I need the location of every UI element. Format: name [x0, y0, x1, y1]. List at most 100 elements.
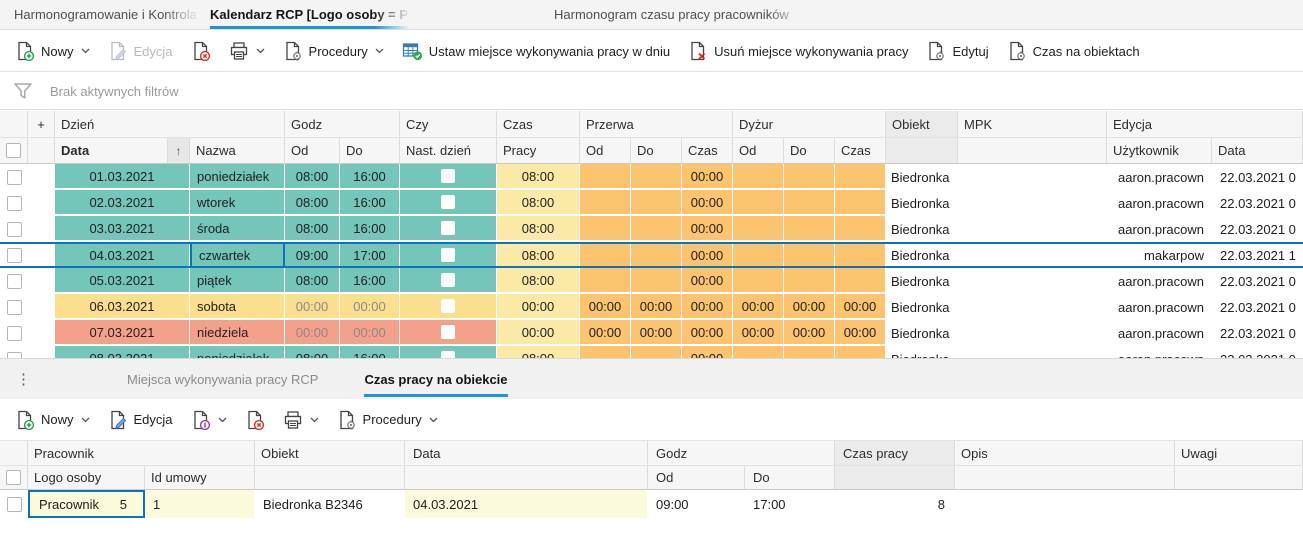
- cell-przerwa-do[interactable]: [631, 190, 682, 216]
- column-header-dyzur-do[interactable]: Do: [784, 138, 835, 163]
- cell-czas-pracy[interactable]: 8: [937, 496, 945, 512]
- cell-od[interactable]: 08:00: [285, 216, 340, 242]
- cell-dyzur-do[interactable]: [784, 244, 835, 266]
- sort-ascending-icon[interactable]: ↑: [167, 138, 189, 163]
- cell-obiekt[interactable]: Biedronka: [891, 221, 950, 237]
- panel-menu-icon[interactable]: ⋮: [16, 371, 31, 388]
- cell-przerwa-do[interactable]: [631, 268, 682, 294]
- cell-obiekt[interactable]: Biedronka B2346: [263, 496, 363, 512]
- column-header-obiekt[interactable]: Obiekt: [886, 111, 958, 137]
- cell-dyzur-czas[interactable]: [835, 164, 886, 190]
- column-header-nast-dzien[interactable]: Nast. dzień: [400, 138, 497, 163]
- cell-dyzur-od[interactable]: [733, 268, 784, 294]
- cell-edit-data[interactable]: 22.03.2021 0: [1220, 299, 1296, 315]
- cell-przerwa-czas[interactable]: 00:00: [682, 294, 733, 320]
- cell-do[interactable]: 00:00: [340, 320, 400, 346]
- cell-od[interactable]: 09:00: [285, 244, 340, 266]
- cell-dyzur-czas[interactable]: [835, 216, 886, 242]
- cell-dyzur-czas[interactable]: [835, 268, 886, 294]
- cell-czas-pracy[interactable]: 08:00: [497, 346, 580, 358]
- cell-nazwa[interactable]: poniedziałek: [190, 346, 285, 358]
- tab-kalendarz-rcp[interactable]: Kalendarz RCP [Logo osoby = Pracowni: [210, 0, 410, 29]
- cell-dyzur-czas[interactable]: [835, 190, 886, 216]
- new-button[interactable]: Nowy: [6, 399, 99, 440]
- row-checkbox[interactable]: [6, 273, 22, 289]
- column-header-logo-osoby[interactable]: Logo osoby: [28, 466, 145, 489]
- column-header-mpk[interactable]: MPK: [958, 111, 1107, 137]
- cell-dyzur-czas[interactable]: [835, 346, 886, 358]
- table-row[interactable]: 07.03.2021 niedziela 00:00 00:00 00:00 0…: [0, 320, 1303, 346]
- cell-nazwa[interactable]: środa: [190, 216, 285, 242]
- cell-obiekt[interactable]: Biedronka: [891, 299, 950, 315]
- cell-edit-data[interactable]: 22.03.2021 0: [1220, 195, 1296, 211]
- cell-opis[interactable]: [955, 490, 1175, 518]
- cell-uzytkownik[interactable]: aaron.pracown: [1118, 169, 1204, 185]
- cell-dyzur-od[interactable]: [733, 216, 784, 242]
- filter-funnel-icon[interactable]: [13, 82, 33, 100]
- cell-dyzur-od[interactable]: 00:00: [733, 320, 784, 346]
- cell-id-umowy[interactable]: 1: [145, 490, 255, 518]
- set-workplace-button[interactable]: Ustaw miejsce wykonywania pracy w dniu: [393, 31, 679, 71]
- cell-data[interactable]: 02.03.2021: [55, 190, 190, 216]
- cell-edit-data[interactable]: 22.03.2021 0: [1212, 346, 1303, 359]
- cell-dyzur-do[interactable]: [784, 216, 835, 242]
- cell-przerwa-czas[interactable]: 00:00: [682, 346, 733, 358]
- cell-edit-data[interactable]: 22.03.2021 0: [1220, 169, 1296, 185]
- cell-do[interactable]: 16:00: [340, 268, 400, 294]
- info-button[interactable]: [182, 399, 236, 440]
- next-day-checkbox[interactable]: [441, 325, 455, 339]
- cell-obiekt[interactable]: Biedronka: [891, 247, 950, 263]
- cell-do[interactable]: 17:00: [753, 496, 786, 512]
- cell-uzytkownik[interactable]: aaron.pracown: [1118, 325, 1204, 341]
- column-header-edycja[interactable]: Edycja: [1107, 111, 1303, 137]
- print-button[interactable]: [274, 399, 328, 440]
- cell-obiekt[interactable]: Biedronka: [891, 325, 950, 341]
- cell-przerwa-czas[interactable]: 00:00: [682, 320, 733, 346]
- cell-nazwa[interactable]: piątek: [190, 268, 285, 294]
- column-header-przerwa-czas[interactable]: Czas: [682, 138, 733, 163]
- table-row[interactable]: 06.03.2021 sobota 00:00 00:00 00:00 00:0…: [0, 294, 1303, 320]
- cell-data[interactable]: 08.03.2021: [55, 346, 190, 358]
- cell-uzytkownik[interactable]: aaron.pracown: [1118, 299, 1204, 315]
- cell-dyzur-do[interactable]: 00:00: [784, 294, 835, 320]
- next-day-checkbox[interactable]: [441, 221, 455, 235]
- cell-przerwa-do[interactable]: [631, 346, 682, 358]
- table-row[interactable]: 08.03.2021 poniedziałek 08:00 16:00 08:0…: [0, 346, 1303, 358]
- cell-od[interactable]: 00:00: [285, 320, 340, 346]
- cell-dyzur-od[interactable]: [733, 164, 784, 190]
- cell-data[interactable]: 07.03.2021: [55, 320, 190, 346]
- cell-obiekt[interactable]: Biedronka: [891, 169, 950, 185]
- cell-nazwa[interactable]: sobota: [190, 294, 285, 320]
- column-header-godz[interactable]: Godz: [285, 111, 400, 137]
- table-row[interactable]: 03.03.2021 środa 08:00 16:00 08:00 00:00…: [0, 216, 1303, 242]
- cell-do[interactable]: 16:00: [340, 346, 400, 358]
- cell-dyzur-od[interactable]: [733, 346, 784, 358]
- cell-nazwa[interactable]: niedziela: [190, 320, 285, 346]
- select-all-checkbox[interactable]: [6, 143, 21, 158]
- cell-przerwa-od[interactable]: [580, 244, 631, 266]
- remove-workplace-button[interactable]: Usuń miejsce wykonywania pracy: [679, 31, 917, 71]
- cell-od[interactable]: 09:00: [656, 496, 689, 512]
- column-header-do[interactable]: Do: [340, 138, 400, 163]
- edit-button[interactable]: Edycja: [99, 31, 182, 71]
- cell-czas-pracy[interactable]: 08:00: [497, 244, 580, 266]
- cell-dyzur-do[interactable]: [784, 346, 835, 358]
- cell-dyzur-od[interactable]: [733, 190, 784, 216]
- table-row[interactable]: 02.03.2021 wtorek 08:00 16:00 08:00 00:0…: [0, 190, 1303, 216]
- column-header-uwagi[interactable]: Uwagi: [1175, 441, 1303, 465]
- cell-od[interactable]: 08:00: [285, 190, 340, 216]
- tab-miejsca-wykonywania[interactable]: Miejsca wykonywania pracy RCP: [127, 359, 318, 399]
- cell-dyzur-do[interactable]: 00:00: [784, 320, 835, 346]
- cell-przerwa-do[interactable]: 00:00: [631, 294, 682, 320]
- column-header-czas-pracy[interactable]: Czas pracy: [835, 441, 955, 465]
- column-header-godz[interactable]: Godz: [648, 441, 835, 465]
- next-day-checkbox[interactable]: [441, 299, 455, 313]
- cell-przerwa-od[interactable]: [580, 216, 631, 242]
- row-checkbox[interactable]: [6, 195, 22, 211]
- column-header-od[interactable]: Od: [285, 138, 340, 163]
- row-checkbox[interactable]: [6, 496, 22, 512]
- row-checkbox[interactable]: [6, 299, 22, 315]
- cell-przerwa-czas[interactable]: 00:00: [682, 164, 733, 190]
- column-header-plus[interactable]: +: [28, 111, 55, 137]
- cell-edit-data[interactable]: 22.03.2021 1: [1220, 247, 1296, 263]
